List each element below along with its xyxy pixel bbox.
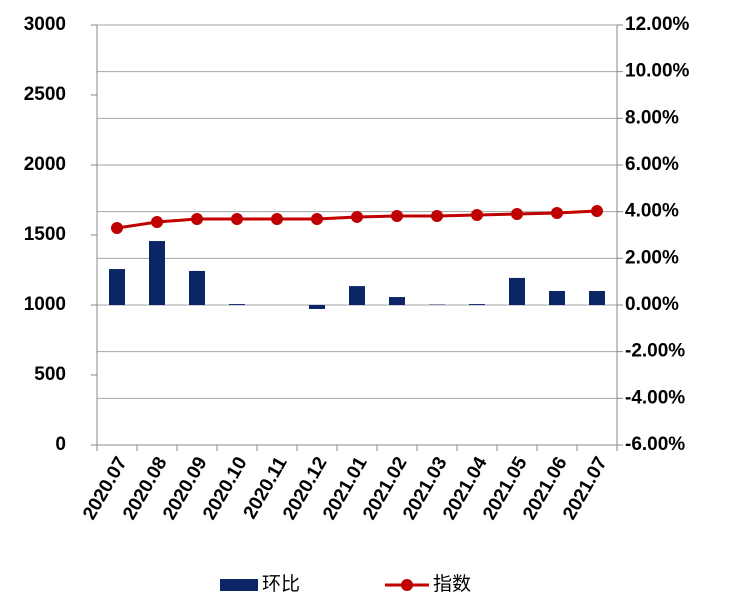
line-marker [551,207,563,219]
bar [349,286,365,305]
bar [109,269,125,305]
line-marker [311,213,323,225]
legend-swatch [220,579,258,591]
y-tick-label: 500 [34,364,66,385]
line-marker [151,216,163,228]
line-marker [231,213,243,225]
y-tick-label: 0 [55,434,66,455]
line-marker [591,205,603,217]
bar [509,278,525,305]
line-marker [471,209,483,221]
y-tick-label: 2000 [24,154,66,175]
line-marker [271,213,283,225]
y-tick-label: 1000 [24,294,66,315]
legend-label: 指数 [433,573,471,595]
y2-tick-label: -6.00% [625,434,685,455]
line-marker [431,210,443,222]
legend-swatch [401,579,413,591]
bar [589,291,605,305]
bar [549,291,565,305]
y2-tick-label: 6.00% [625,154,679,175]
line-marker [111,222,123,234]
y2-tick-label: 12.00% [625,14,690,35]
y2-tick-label: -2.00% [625,341,685,362]
bar [229,304,245,305]
line-marker [391,210,403,222]
line-marker [351,211,363,223]
y2-tick-label: 4.00% [625,201,679,222]
y2-tick-label: -4.00% [625,387,685,408]
y2-tick-label: 8.00% [625,107,679,128]
y-tick-label: 1500 [24,224,66,245]
line-marker [191,213,203,225]
y2-tick-label: 2.00% [625,247,679,268]
bar [149,241,165,305]
bar [189,271,205,305]
y2-tick-label: 0.00% [625,294,679,315]
line-marker [511,208,523,220]
y2-tick-label: 10.00% [625,61,690,82]
bar [309,305,325,309]
y-tick-label: 2500 [24,84,66,105]
bar [389,297,405,305]
legend-label: 环比 [262,573,300,595]
y-tick-label: 3000 [24,14,66,35]
bar [469,304,485,305]
